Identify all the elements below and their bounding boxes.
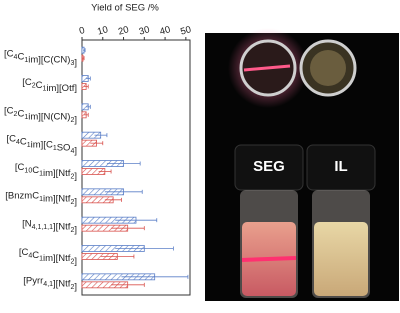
- y-tick-label: [C10C1im][Ntf2]: [15, 162, 77, 182]
- y-tick-label: [C4C1im][C(CN)3]: [4, 49, 77, 69]
- x-tick-label: 30: [138, 24, 151, 37]
- x-axis-title: Yield of SEG /%: [91, 3, 159, 14]
- cap: [306, 144, 376, 191]
- x-tick-label: 40: [159, 24, 172, 37]
- y-tick-label: [C4C1im][C1SO4]: [6, 134, 77, 157]
- y-tick-label: [BnzmC1im][Ntf2]: [5, 190, 77, 207]
- il-liquid: [314, 222, 368, 296]
- photo-label: IL: [334, 158, 347, 175]
- cap: [234, 144, 304, 191]
- photo: SEG IL: [205, 28, 399, 301]
- x-tick-label: 50: [179, 24, 192, 37]
- plot: 0 10 20 30 40 50 [C4C1im][C(CN)3] [C2C1im][Otf]…: [4, 24, 192, 296]
- photo-label: SEG: [253, 158, 285, 175]
- laser-beam: [243, 64, 291, 72]
- vial-liquid: [310, 50, 346, 86]
- x-tick-label: 20: [117, 24, 130, 37]
- y-tick-label: [Pyrr4,1][Ntf2]: [23, 275, 77, 292]
- y-tick-label: [N4,1,1,1][Ntf2]: [22, 219, 77, 236]
- laser-beam: [241, 256, 297, 262]
- y-tick-label: [C2C1im][N(CN)2]: [4, 105, 77, 125]
- x-tick-label: 0: [78, 25, 86, 37]
- y-tick-label: [C4C1im][Ntf2]: [19, 247, 77, 267]
- plot-frame: [81, 39, 191, 296]
- y-tick-label: [C2C1im][Otf]: [22, 77, 77, 94]
- x-tick-label: 10: [96, 24, 109, 37]
